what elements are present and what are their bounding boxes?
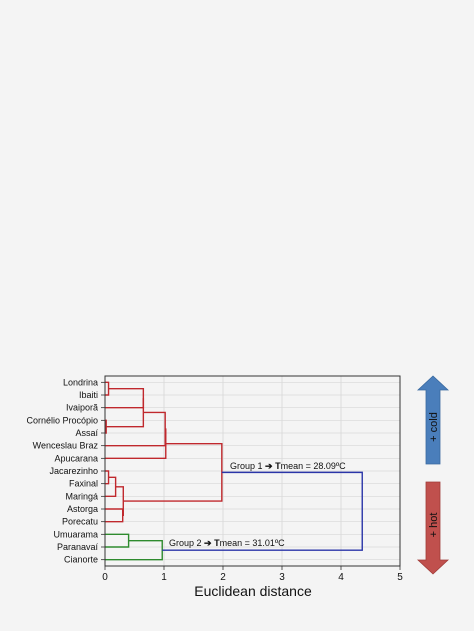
leaf-label: Jacarezinho <box>49 466 98 476</box>
leaf-label: Maringá <box>65 491 98 501</box>
leaf-label: Faxinal <box>69 479 98 489</box>
dendrogram-branch <box>105 533 130 548</box>
dendrogram-branches <box>105 381 363 561</box>
x-tick-label: 0 <box>102 572 108 583</box>
cold-arrow-label: + cold <box>428 412 440 442</box>
cold-arrow-shape <box>416 375 450 465</box>
leaf-label: Assaí <box>75 428 98 438</box>
dendrogram-branch <box>105 428 167 460</box>
x-tick-label: 3 <box>279 572 285 583</box>
leaf-label: Porecatu <box>62 517 98 527</box>
hot-arrow-label: + hot <box>428 513 440 538</box>
dendrogram-branch <box>105 381 110 396</box>
x-tick-label: 1 <box>161 572 167 583</box>
x-axis-ticks: 0 1 2 3 4 5 <box>102 566 403 583</box>
group1-annotation: Group 1 ➔ Tmean = 28.09ºC <box>230 461 346 471</box>
x-tick-label: 4 <box>338 572 344 583</box>
group2-annotation: Group 2 ➔ Tmean = 31.01ºC <box>169 538 285 548</box>
dendrogram-branch <box>105 508 124 523</box>
hot-arrow: + hot <box>416 481 450 575</box>
dendrogram-branch <box>105 470 110 485</box>
leaf-label: Londrina <box>63 377 98 387</box>
dendrogram-branch <box>105 539 163 561</box>
leaf-labels: Londrina Ibaiti Ivaiporã Cornélio Procópio A… <box>26 377 105 565</box>
leaf-label: Astorga <box>67 504 98 514</box>
x-tick-label: 5 <box>397 572 403 583</box>
leaf-label: Umuarama <box>53 529 98 539</box>
leaf-label: Cornélio Procópio <box>26 415 98 425</box>
leaf-label: Paranavaí <box>57 542 99 552</box>
dendrogram-branch <box>106 398 145 428</box>
dendrogram-branch <box>105 387 145 409</box>
dendrogram-branch <box>105 411 166 447</box>
dendrogram-branch <box>105 476 117 498</box>
hot-arrow-shape <box>416 481 450 575</box>
x-tick-label: 2 <box>220 572 226 583</box>
leaf-label: Wenceslau Braz <box>33 441 99 451</box>
dendrogram-branch <box>162 471 363 551</box>
dendrogram-branch <box>123 442 223 502</box>
leaf-label: Ibaiti <box>79 390 98 400</box>
x-axis-label: Euclidean distance <box>194 583 312 599</box>
leaf-label: Apucarana <box>54 453 98 463</box>
cold-arrow: + cold <box>416 375 450 465</box>
leaf-label: Cianorte <box>64 555 98 565</box>
leaf-label: Ivaiporã <box>66 403 98 413</box>
